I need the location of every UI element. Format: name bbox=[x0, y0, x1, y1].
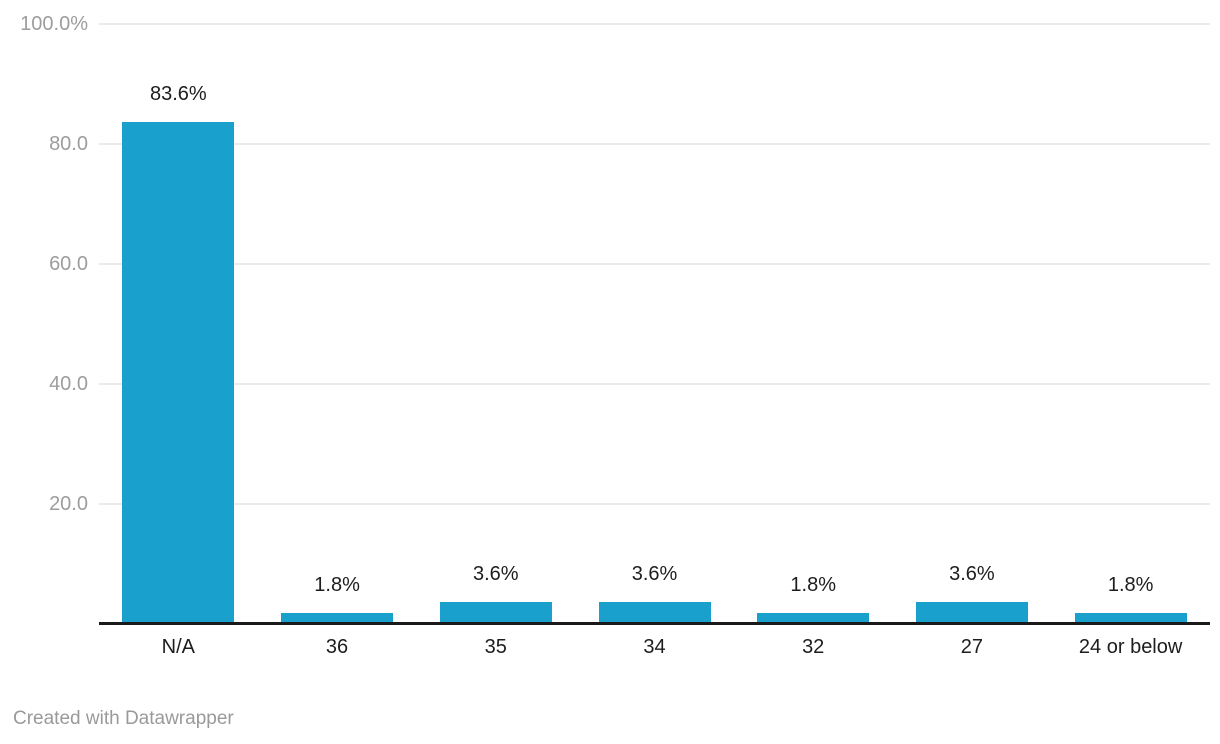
x-axis-category-label: 36 bbox=[325, 636, 349, 658]
x-axis-baseline bbox=[99, 622, 1210, 625]
bar-value-label: 1.8% bbox=[1107, 574, 1154, 597]
x-axis-category-label: 24 or below bbox=[1078, 636, 1183, 658]
y-axis-tick-label: 100.0% bbox=[20, 13, 88, 35]
bar-value-label: 1.8% bbox=[790, 574, 836, 597]
gridline bbox=[99, 503, 1210, 505]
bar bbox=[122, 122, 235, 624]
datawrapper-credit[interactable]: Created with Datawrapper bbox=[13, 708, 234, 729]
bar-value-label: 3.6% bbox=[631, 563, 678, 586]
bar-value-label: 3.6% bbox=[472, 563, 519, 586]
x-axis-category-label: 35 bbox=[484, 636, 507, 658]
bar bbox=[757, 613, 870, 624]
bar bbox=[598, 602, 711, 624]
bar bbox=[1074, 613, 1187, 624]
y-axis-tick-label: 20.0 bbox=[49, 493, 88, 515]
y-axis-tick-label: 80.0 bbox=[49, 133, 88, 155]
bar-value-label: 3.6% bbox=[949, 563, 995, 586]
x-axis-category-label: 32 bbox=[802, 636, 825, 658]
bar bbox=[439, 602, 552, 624]
y-axis-tick-label: 40.0 bbox=[49, 373, 88, 395]
bar-value-label: 83.6% bbox=[149, 83, 207, 106]
bar bbox=[915, 602, 1028, 624]
gridline bbox=[99, 383, 1210, 385]
x-axis-category-label: N/A bbox=[161, 636, 196, 658]
x-axis-category-label: 34 bbox=[643, 636, 666, 658]
gridline bbox=[99, 143, 1210, 145]
gridline bbox=[99, 23, 1210, 25]
gridline bbox=[99, 263, 1210, 265]
bar-value-label: 1.8% bbox=[314, 574, 360, 597]
y-axis-tick-label: 60.0 bbox=[49, 253, 88, 275]
bar bbox=[281, 613, 394, 624]
x-axis-category-label: 27 bbox=[960, 636, 984, 658]
